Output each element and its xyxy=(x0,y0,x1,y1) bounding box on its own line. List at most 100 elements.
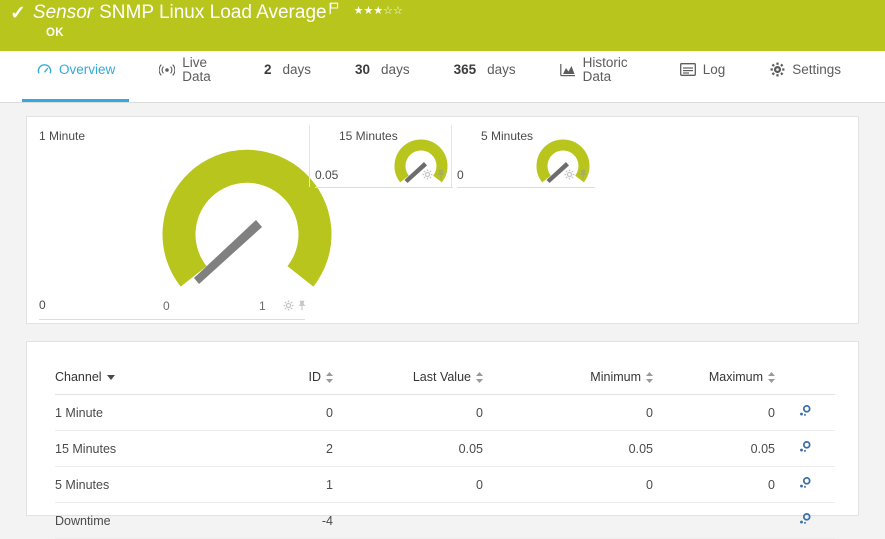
tab-365-days-label: days xyxy=(487,61,516,77)
table-body: 1 Minute 0 0 0 0 15 Minutes 2 0.05 0.05 0.05 5 Min… xyxy=(55,394,835,539)
gauge-dial-5-minutes xyxy=(533,137,593,189)
table-row[interactable]: 15 Minutes 2 0.05 0.05 0.05 xyxy=(55,430,835,467)
pin-icon xyxy=(579,169,587,180)
status-badge: OK xyxy=(46,27,64,39)
cell-max: 0.05 xyxy=(653,430,775,467)
gear-icon xyxy=(283,300,294,311)
gauge-controls-15-minutes[interactable] xyxy=(422,169,446,180)
table-row[interactable]: 5 Minutes 1 0 0 0 xyxy=(55,466,835,503)
tab-historic-data[interactable]: Historic Data xyxy=(559,51,636,102)
tab-live-data-label: Live Data xyxy=(182,55,211,84)
tab-list: Overview Live Data 2 days 30 days 365 days Histo… xyxy=(0,51,885,102)
tab-30-days-count: 30 xyxy=(355,62,371,77)
cell-channel: 5 Minutes xyxy=(55,466,223,503)
table-header-row: Channel ID Last Value Minimum Maximum xyxy=(55,370,835,395)
tab-settings[interactable]: Settings xyxy=(769,51,841,102)
cell-min: 0 xyxy=(483,466,653,503)
column-header-channel[interactable]: Channel xyxy=(55,370,223,395)
sort-arrows-icon[interactable] xyxy=(646,371,653,383)
settings-gear-icon[interactable] xyxy=(798,405,812,421)
gauge-cell-rule xyxy=(457,187,595,188)
tab-30-days[interactable]: 30 days xyxy=(355,51,410,102)
column-header-max[interactable]: Maximum xyxy=(653,370,775,395)
page-title: SNMP Linux Load Average xyxy=(99,2,327,23)
tab-365-days-count: 365 xyxy=(453,62,477,77)
tab-365-days[interactable]: 365 days xyxy=(454,51,516,102)
cell-min: 0.05 xyxy=(483,430,653,467)
gauge-panel: 1 Minute 0 1 0 xyxy=(26,116,859,324)
tab-live-data[interactable]: Live Data xyxy=(159,51,220,102)
settings-gear-icon[interactable] xyxy=(798,477,812,493)
table-row[interactable]: 1 Minute 0 0 0 0 xyxy=(55,394,835,431)
sort-arrows-icon[interactable] xyxy=(476,371,483,383)
settings-gear-icon[interactable] xyxy=(798,441,812,457)
settings-gear-icon[interactable] xyxy=(798,513,812,529)
active-tab-underline xyxy=(22,99,130,102)
cell-channel: 1 Minute xyxy=(55,394,223,431)
tab-2-days[interactable]: 2 days xyxy=(264,51,311,102)
gauge-controls-5-minutes[interactable] xyxy=(564,169,588,180)
gauge-value-1-minute: 0 xyxy=(39,298,46,312)
column-header-label-max: Maximum xyxy=(708,370,763,384)
sensor-header: ✓ Sensor SNMP Linux Load Average ★★★☆☆ O… xyxy=(0,0,885,51)
gauge-value-15-minutes: 0.05 xyxy=(315,168,339,182)
cell-max: 0 xyxy=(653,466,775,503)
gear-icon xyxy=(564,169,575,180)
gauge-label-5-minutes: 5 Minutes xyxy=(481,129,534,143)
cell-last: 0 xyxy=(333,394,483,431)
cell-id: 0 xyxy=(223,394,333,431)
tab-bar: Overview Live Data 2 days 30 days 365 days Histo… xyxy=(0,51,885,103)
sort-arrows-icon[interactable] xyxy=(768,371,775,383)
gauge-cell-5-minutes: 5 Minutes 0 xyxy=(451,117,599,323)
pin-icon xyxy=(437,169,445,180)
tab-historic-data-label: Historic Data xyxy=(582,55,628,84)
sort-arrows-icon[interactable] xyxy=(326,371,333,383)
flag-icon[interactable] xyxy=(329,2,340,20)
log-icon xyxy=(679,62,696,78)
gauge-cell-divider xyxy=(451,125,452,187)
priority-rating[interactable]: ★★★☆☆ xyxy=(353,5,403,17)
channels-table: Channel ID Last Value Minimum Maximum 1 Minu… xyxy=(55,370,835,539)
cell-max: 0 xyxy=(653,394,775,431)
pin-icon xyxy=(298,300,306,311)
gauge-cell-divider xyxy=(309,125,310,187)
cell-id: 2 xyxy=(223,430,333,467)
column-header-label-channel: Channel xyxy=(55,370,102,384)
channels-panel: Channel ID Last Value Minimum Maximum 1 Minu… xyxy=(26,341,859,539)
cell-last: 0.05 xyxy=(333,430,483,467)
cell-channel: 15 Minutes xyxy=(55,430,223,467)
tab-2-days-label: days xyxy=(282,61,312,77)
tab-overview-label: Overview xyxy=(59,61,116,77)
column-header-min[interactable]: Minimum xyxy=(483,370,653,395)
gauge-axis-min: 0 xyxy=(163,299,170,313)
chart-icon xyxy=(559,62,576,78)
sensor-title-block: ✓ Sensor SNMP Linux Load Average ★★★☆☆ xyxy=(10,2,403,24)
column-header-last[interactable]: Last Value xyxy=(333,370,483,395)
column-header-label-min: Minimum xyxy=(590,370,641,384)
sort-desc-icon[interactable] xyxy=(106,374,115,380)
gauge-value-5-minutes: 0 xyxy=(457,168,464,182)
tab-2-days-count: 2 xyxy=(263,62,272,77)
gauge-controls-primary[interactable] xyxy=(283,300,307,311)
tab-settings-label: Settings xyxy=(792,61,841,77)
gauge-dial-1-minute xyxy=(152,137,342,312)
gauge-label-15-minutes: 15 Minutes xyxy=(339,129,398,143)
gauge-axis-max: 1 xyxy=(259,299,266,313)
gauge-cell-primary: 1 Minute 0 1 0 xyxy=(27,117,332,323)
gauge-icon xyxy=(36,62,52,78)
row-settings-button[interactable] xyxy=(775,466,835,503)
cell-last: 0 xyxy=(333,466,483,503)
live-icon xyxy=(159,62,176,78)
column-header-id[interactable]: ID xyxy=(223,370,333,395)
sensor-type-label: Sensor xyxy=(32,2,94,23)
gauge-dial-15-minutes xyxy=(391,137,451,189)
gauge-cell-rule xyxy=(315,187,453,188)
cell-min: 0 xyxy=(483,394,653,431)
check-icon: ✓ xyxy=(10,2,26,24)
row-settings-button[interactable] xyxy=(775,430,835,467)
gear-icon xyxy=(769,62,785,78)
gauge-cell-15-minutes: 15 Minutes 0.05 xyxy=(309,117,457,323)
tab-overview[interactable]: Overview xyxy=(22,51,130,102)
tab-log[interactable]: Log xyxy=(679,51,725,102)
row-settings-button[interactable] xyxy=(775,394,835,431)
